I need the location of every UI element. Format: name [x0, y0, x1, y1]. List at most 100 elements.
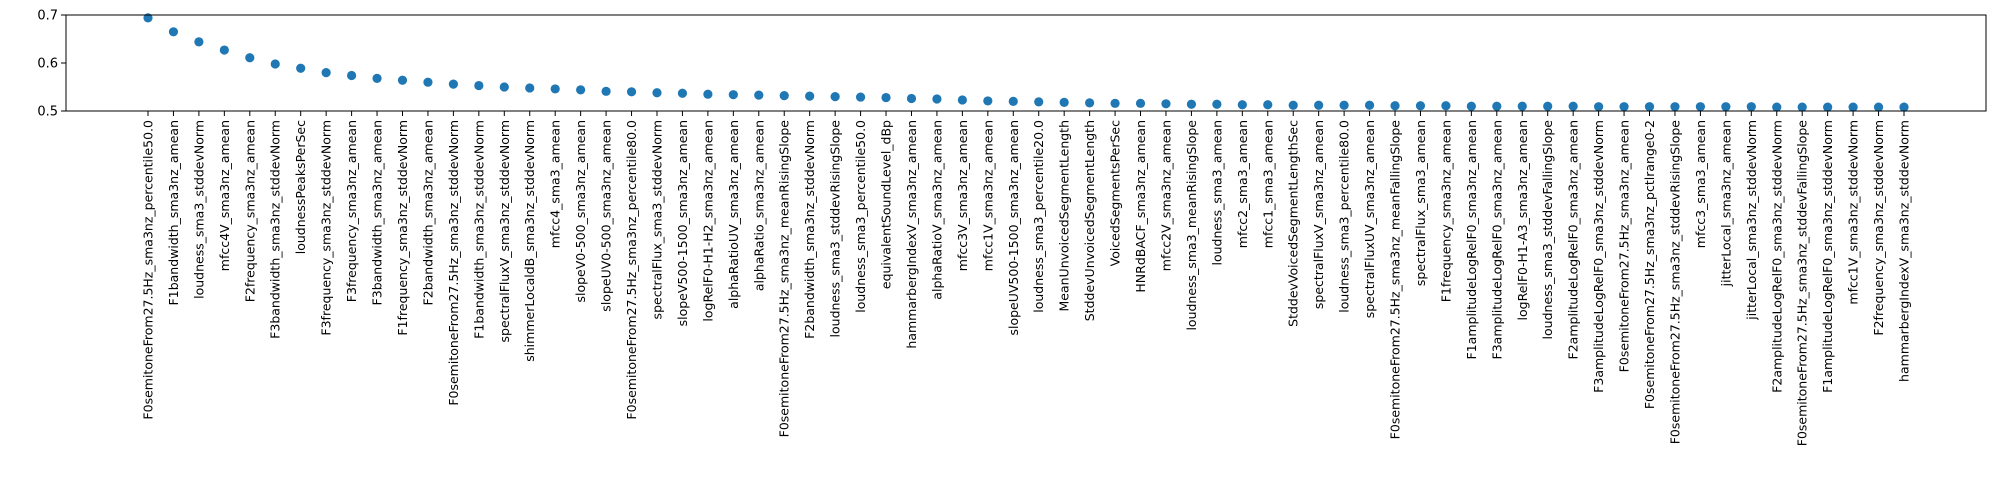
- data-point: [779, 91, 789, 101]
- x-tick-label: spectralFlux_sma3_stddevNorm: [649, 120, 664, 319]
- x-tick-label: slopeV0-500_sma3nz_amean: [573, 120, 588, 303]
- x-tick-label: F0semitoneFrom27.5Hz_sma3nz_stddevFallin…: [1795, 120, 1810, 447]
- data-point: [1008, 96, 1018, 106]
- x-tick-label: jitterLocal_sma3nz_amean: [1718, 120, 1733, 287]
- x-tick-label: spectralFluxV_sma3nz_stddevNorm: [497, 120, 512, 342]
- data-point: [1797, 102, 1807, 112]
- x-tick-label: mfcc1V_sma3nz_amean: [980, 120, 995, 271]
- data-point: [881, 92, 891, 103]
- data-point: [1364, 100, 1375, 110]
- data-point: [321, 68, 331, 78]
- data-point: [372, 73, 382, 83]
- data-point: [983, 96, 993, 106]
- data-point: [499, 82, 509, 92]
- x-tick-label: mfcc1_sma3_amean: [1260, 120, 1275, 248]
- data-point: [1212, 99, 1222, 109]
- x-tick-label: F0semitoneFrom27.5Hz_sma3nz_stddevRising…: [1667, 120, 1682, 445]
- data-point: [1237, 100, 1247, 110]
- data-point: [1619, 102, 1629, 112]
- data-point: [397, 75, 408, 85]
- x-tick-label: F1frequency_sma3nz_amean: [1438, 120, 1453, 302]
- data-points: [143, 13, 1909, 112]
- x-tick-label: hammarbergIndexV_sma3nz_amean: [904, 120, 919, 349]
- data-point: [576, 85, 586, 95]
- data-point: [906, 93, 917, 104]
- data-point: [1644, 102, 1655, 112]
- x-tick-label: spectralFlux_sma3_amean: [1413, 120, 1428, 286]
- x-tick-label: F0semitoneFrom27.5Hz_sma3nz_percentile50…: [141, 120, 156, 420]
- x-tick-label: F3bandwidth_sma3nz_stddevNorm: [268, 120, 283, 339]
- x-axis: F0semitoneFrom27.5Hz_sma3nz_percentile50…: [141, 111, 1912, 446]
- data-point: [805, 91, 815, 101]
- data-point: [346, 70, 357, 81]
- x-tick-label: jitterLocal_sma3nz_stddevNorm: [1744, 120, 1759, 321]
- data-point: [423, 77, 433, 87]
- x-tick-label: F3frequency_sma3nz_stddevNorm: [319, 120, 334, 336]
- data-point: [957, 95, 967, 105]
- x-tick-label: HNRdBACF_sma3nz_amean: [1133, 120, 1148, 293]
- x-tick-label: F0semitoneFrom27.5Hz_sma3nz_percentile80…: [624, 120, 639, 420]
- x-tick-label: slopeUV0-500_sma3nz_amean: [599, 120, 614, 312]
- x-tick-label: mfcc4_sma3_amean: [548, 120, 563, 248]
- x-tick-label: loudness_sma3_amean: [1209, 120, 1224, 266]
- x-tick-label: mfcc4V_sma3nz_amean: [217, 120, 232, 271]
- data-point: [1594, 102, 1604, 112]
- data-point: [1873, 102, 1884, 112]
- x-tick-label: F1bandwidth_sma3nz_amean: [166, 120, 181, 305]
- data-point: [1110, 98, 1120, 108]
- data-point: [754, 90, 764, 100]
- x-tick-label: mfcc2_sma3_amean: [1235, 120, 1250, 248]
- y-tick-label: 0.6: [37, 57, 58, 72]
- data-point: [1085, 98, 1095, 108]
- data-point: [1415, 101, 1426, 111]
- data-point: [1899, 102, 1909, 112]
- x-tick-label: loudnessPeaksPerSec: [293, 120, 308, 254]
- x-tick-label: loudness_sma3_percentile50.0: [853, 120, 868, 313]
- x-tick-label: F0semitoneFrom27.5Hz_sma3nz_pctlrange0-2: [1642, 120, 1657, 409]
- data-point: [1772, 102, 1782, 112]
- data-point: [703, 89, 713, 99]
- x-tick-label: slopeV500-1500_sma3nz_amean: [675, 120, 690, 326]
- x-tick-label: F0semitoneFrom27.5Hz_sma3nz_stddevNorm: [446, 120, 461, 406]
- data-point: [525, 83, 535, 93]
- data-point: [601, 86, 611, 96]
- data-point: [1441, 101, 1451, 111]
- data-point: [1314, 100, 1324, 110]
- data-point: [448, 79, 458, 89]
- data-point: [1568, 101, 1578, 111]
- x-tick-label: F3frequency_sma3nz_amean: [344, 120, 359, 302]
- x-tick-label: F1amplitudeLogRelF0_sma3nz_stddevNorm: [1820, 120, 1835, 393]
- data-point: [1848, 102, 1858, 112]
- data-point: [1746, 102, 1756, 112]
- data-point: [245, 53, 255, 63]
- data-point: [168, 27, 179, 37]
- data-point: [1466, 101, 1476, 111]
- data-point: [296, 63, 306, 73]
- y-tick-label: 0.5: [37, 105, 58, 120]
- x-tick-label: loudness_sma3_meanRisingSlope: [1184, 120, 1199, 331]
- x-tick-label: F2amplitudeLogRelF0_sma3nz_stddevNorm: [1769, 120, 1784, 393]
- data-point: [677, 88, 688, 98]
- x-tick-label: logRelF0-H1-A3_sma3nz_amean: [1515, 120, 1530, 320]
- x-tick-label: alphaRatioV_sma3nz_amean: [929, 120, 944, 300]
- data-point: [932, 94, 942, 104]
- data-point: [1823, 102, 1833, 112]
- x-tick-label: F2frequency_sma3nz_amean: [242, 120, 257, 302]
- data-point: [1517, 101, 1527, 111]
- x-tick-label: slopeUV500-1500_sma3nz_amean: [1006, 120, 1021, 336]
- data-point: [1543, 101, 1553, 111]
- x-tick-label: hammarbergIndexV_sma3nz_stddevNorm: [1897, 120, 1912, 382]
- data-point: [1695, 102, 1706, 112]
- x-tick-label: StddevUnvoicedSegmentLength: [1082, 120, 1097, 321]
- x-tick-label: F3bandwidth_sma3nz_amean: [370, 120, 385, 305]
- x-tick-label: loudness_sma3_percentile20.0: [1031, 120, 1046, 313]
- x-tick-label: mfcc1V_sma3nz_stddevNorm: [1846, 120, 1861, 305]
- x-tick-label: F1frequency_sma3nz_stddevNorm: [395, 120, 410, 336]
- data-point: [1034, 97, 1044, 107]
- x-tick-label: mfcc2V_sma3nz_amean: [1158, 120, 1173, 271]
- data-point: [1390, 101, 1400, 111]
- x-tick-label: mfcc3_sma3_amean: [1693, 120, 1708, 248]
- data-point: [1161, 99, 1171, 109]
- x-tick-label: alphaRatioUV_sma3nz_amean: [726, 120, 741, 309]
